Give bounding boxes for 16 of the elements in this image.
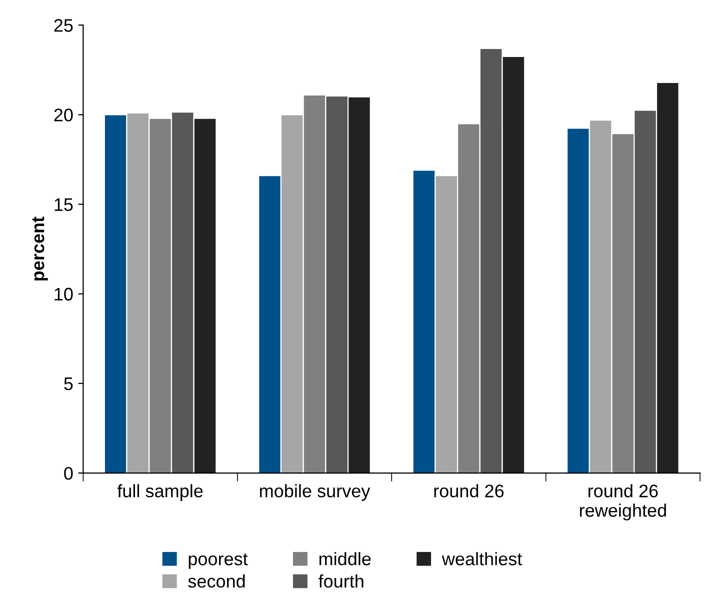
legend-label: fourth (318, 574, 364, 588)
legend-label: poorest (188, 553, 248, 569)
y-tick-label: 0 (64, 466, 73, 480)
y-tick-label: 10 (54, 288, 73, 301)
y-tick-label: 25 (54, 19, 73, 32)
x-tick-label: round 26 reweighted (580, 484, 666, 520)
x-tick-label: full sample (117, 484, 203, 501)
y-tick-label: 5 (64, 378, 73, 390)
y-tick-label: 20 (54, 108, 73, 122)
legend-label: second (188, 574, 245, 588)
y-tick-label: 15 (54, 198, 73, 211)
x-tick-label: round 26 (434, 484, 504, 498)
x-tick-label: mobile survey (260, 484, 370, 501)
legend-label: middle (319, 552, 371, 566)
y-axis-title: percent (32, 216, 48, 280)
legend-label: wealthiest (442, 552, 522, 566)
